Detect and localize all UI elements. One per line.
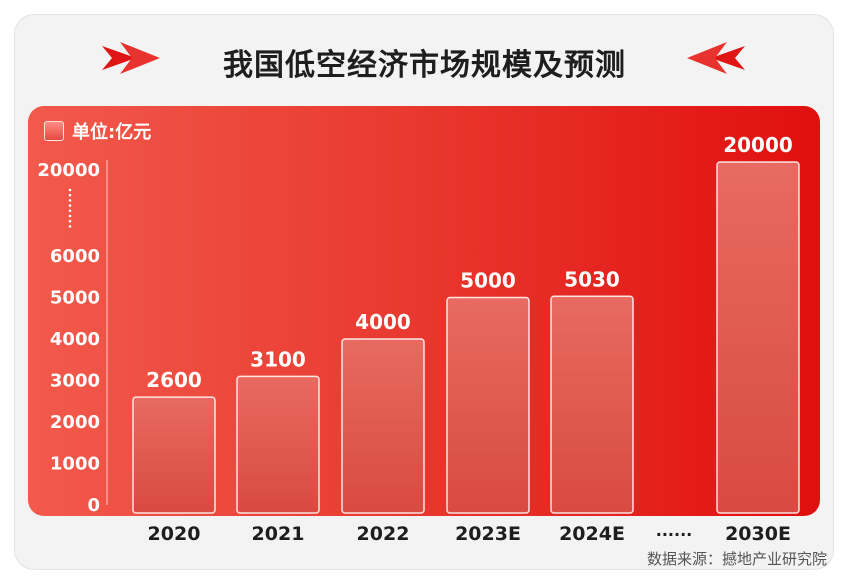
y-tick-label: 2000 [50,412,100,433]
data-source: 数据来源：撼地产业研究院 [646,550,827,568]
axis-break-dot [68,225,72,228]
bar-value-label: 2600 [146,368,202,392]
x-category-label: 2020 [148,523,201,545]
x-category-label: 2022 [357,523,410,545]
bar [132,396,216,514]
y-tick-label: 5000 [50,288,100,309]
x-category-label: 2030E [725,523,791,545]
y-tick-label: 1000 [50,454,100,475]
left-arrow-decoration [102,42,160,74]
axis-break-dot [68,214,72,218]
right-arrow-decoration [687,42,745,74]
chart-title: 我国低空经济市场规模及预测 [223,48,626,83]
x-axis-break: ······ [656,525,692,544]
axis-break-dot [68,209,72,213]
bar [550,295,634,514]
bar-value-label: 4000 [355,310,411,334]
y-tick-label: 20000 [37,160,100,181]
axis-break-dot [68,199,72,202]
bar-value-label: 5030 [564,267,620,291]
bar [716,161,800,514]
unit-legend: 单位:亿元 [44,118,151,144]
y-tick-label: 0 [87,495,100,516]
y-tick-label: 4000 [50,329,100,350]
axis-break-dot [68,193,72,197]
bar-value-label: 3100 [250,347,306,371]
bar [446,296,530,514]
unit-label: 单位:亿元 [72,122,152,143]
bar [341,338,425,514]
axis-break-dot [68,204,72,207]
y-tick-label: 6000 [50,246,100,267]
axis-break-dot [68,219,72,223]
bar-value-label: 20000 [723,133,793,157]
unit-swatch [44,121,64,141]
bar-value-label: 5000 [460,269,516,293]
x-category-label: 2021 [252,523,305,545]
axis-break-dot [68,188,72,192]
x-category-label: 2023E [455,523,521,545]
y-tick-label: 3000 [50,371,100,392]
bar [236,375,320,514]
x-category-label: 2024E [559,523,625,545]
